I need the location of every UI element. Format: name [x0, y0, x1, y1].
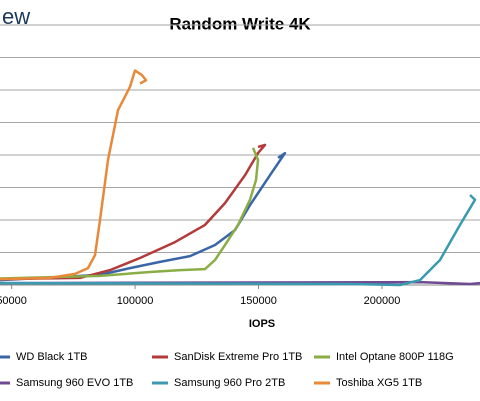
chart-title: Random Write 4K — [169, 14, 311, 33]
legend-label: Samsung 960 Pro 2TB — [174, 377, 285, 389]
series-line — [0, 151, 287, 282]
x-axis-title: IOPS — [249, 318, 275, 330]
legend-label: Toshiba XG5 1TB — [336, 377, 422, 389]
legend-label: Intel Optane 800P 118G — [336, 351, 454, 363]
x-tick-label: 200000 — [364, 295, 401, 307]
x-tick-label: 150000 — [240, 295, 277, 307]
legend-label: WD Black 1TB — [16, 351, 88, 363]
legend-label: Samsung 960 EVO 1TB — [16, 377, 133, 389]
series-line — [0, 69, 148, 281]
series-line — [0, 147, 260, 280]
series-line — [0, 194, 477, 287]
series-line — [0, 143, 267, 281]
legend-label: SanDisk Extreme Pro 1TB — [174, 351, 302, 363]
x-tick-label: 100000 — [117, 295, 154, 307]
x-tick-label: 50000 — [0, 295, 27, 307]
